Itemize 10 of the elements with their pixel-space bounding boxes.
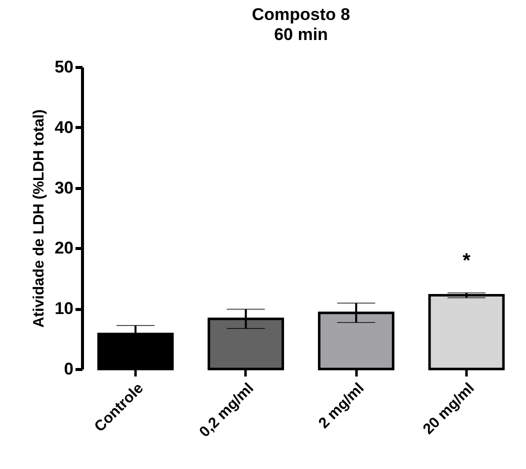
y-tick-label: 50 (54, 58, 74, 76)
y-axis-title: Atividade de LDH (%LDH total) (30, 109, 48, 328)
y-tick-label: 0 (64, 360, 74, 378)
y-tick-label: 30 (54, 178, 74, 198)
text: Composto 8 (252, 5, 350, 24)
y-tick-label: 10 (54, 299, 74, 318)
text: 60 min (274, 25, 328, 44)
y-tick-label: 20 (54, 238, 74, 258)
annotation: * (462, 250, 471, 272)
y-tick-label: 40 (54, 118, 74, 137)
